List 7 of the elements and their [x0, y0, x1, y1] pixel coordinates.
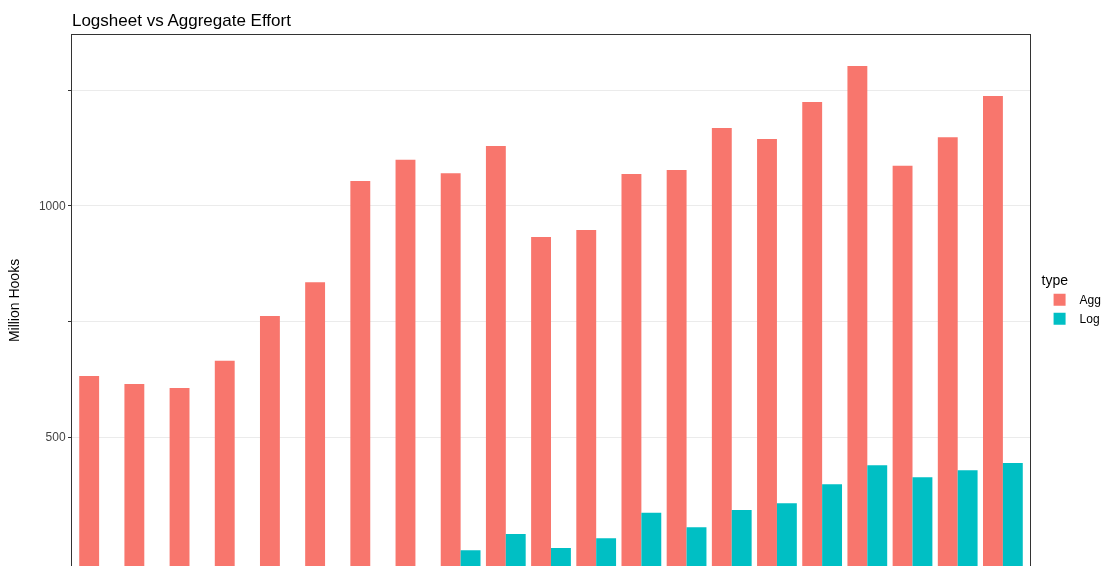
y-tick-label: 1000 — [38, 199, 66, 214]
y-axis-title: Million Hooks — [6, 258, 23, 343]
legend-title: type — [1041, 272, 1069, 289]
y-tick-label: 500 — [45, 430, 66, 445]
legend-label: Log — [1079, 312, 1100, 327]
legend-label: Agg — [1079, 293, 1101, 308]
chart-title: Logsheet vs Aggregate Effort — [71, 11, 292, 31]
